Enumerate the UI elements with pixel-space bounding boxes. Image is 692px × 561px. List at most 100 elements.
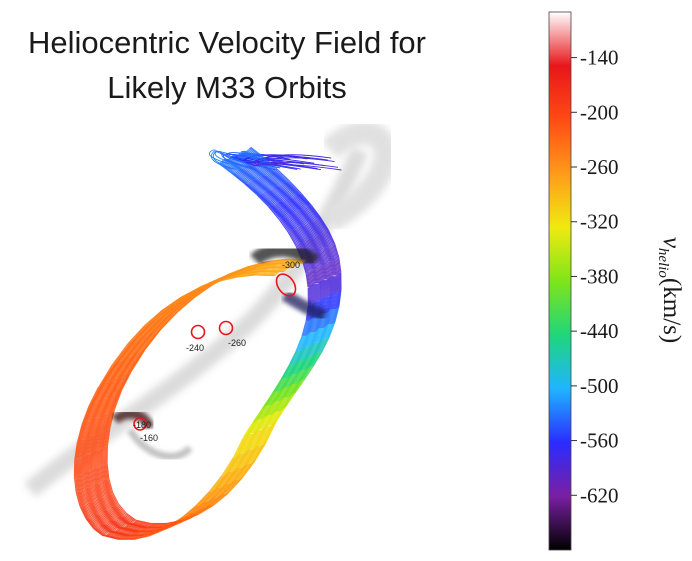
orbit-segment — [81, 439, 85, 459]
orbit-segment — [292, 196, 305, 210]
orbit-segment — [318, 266, 322, 283]
orbit-segment — [292, 213, 303, 227]
orbit-segment — [118, 503, 127, 514]
orbit-segment — [221, 457, 234, 476]
orbit-segment — [334, 260, 338, 276]
orbit-segment — [248, 268, 267, 272]
orbit-segment — [265, 260, 285, 264]
orbit-segment — [99, 482, 105, 497]
orbit-segment — [98, 413, 105, 433]
orbit-segment — [105, 411, 112, 430]
orbit-segment — [113, 375, 124, 395]
orbit-segment — [251, 408, 263, 424]
orbit-segment — [94, 528, 105, 537]
orbit-segment — [332, 308, 338, 325]
orbit-segment — [122, 526, 139, 532]
orbit-segment — [253, 179, 267, 192]
orbit-segment — [258, 414, 269, 430]
orbit-segment — [336, 291, 340, 309]
colorbar-tick-label: -260 — [580, 155, 619, 179]
orbit-segment — [108, 478, 114, 493]
orbit-segment — [336, 258, 340, 275]
orbit-segment — [277, 377, 288, 393]
orbit-segment — [102, 429, 107, 447]
orbit-segment — [247, 164, 261, 177]
orbit-segment — [103, 412, 110, 432]
colorbar-tick-label: -140 — [580, 46, 619, 70]
orbit-segment — [318, 327, 326, 343]
orbit-segment — [289, 350, 298, 366]
orbit-segment — [248, 148, 263, 161]
orbit-segment — [316, 327, 324, 343]
orbit-segment — [98, 432, 103, 451]
orbit-segment — [104, 479, 110, 495]
orbit-segment — [90, 486, 96, 501]
orbit-segment — [84, 404, 93, 423]
orbit-segment — [134, 520, 151, 525]
orbit-segment — [88, 418, 95, 437]
orbit-segment — [105, 427, 110, 447]
orbit-segment — [76, 424, 83, 444]
orbit-segment — [315, 269, 319, 284]
orbit-segment — [327, 262, 331, 279]
orbit-segment — [86, 420, 93, 439]
orbit-segment — [239, 272, 258, 276]
orbit-segment — [92, 468, 96, 484]
orbit-segment — [77, 424, 84, 443]
orbit-segment — [241, 433, 253, 455]
orbit-segment — [332, 261, 336, 276]
orbit-segment — [100, 464, 104, 481]
orbit-segment — [89, 517, 98, 528]
orbit-segment — [268, 401, 280, 416]
orbit-fringe — [251, 157, 335, 166]
orbit-segment — [244, 167, 258, 180]
orbit-segment — [237, 449, 250, 469]
orbit-segment — [265, 421, 277, 443]
orbit-segment — [241, 460, 256, 479]
orbit-segment — [314, 236, 322, 252]
orbit-segment — [100, 398, 109, 417]
orbit-segment — [292, 360, 303, 375]
orbit-segment — [325, 247, 331, 262]
colorbar-tick-label: -440 — [580, 319, 619, 343]
orbit-segment — [277, 263, 296, 266]
orbit-segment — [106, 410, 113, 429]
orbit-segment — [277, 397, 289, 412]
orbit-segment — [246, 445, 259, 465]
orbit-segment — [274, 265, 294, 269]
orbit-segment — [268, 391, 279, 406]
orbit-segment — [79, 491, 85, 507]
orbit-segment — [297, 209, 308, 224]
orbit-segment — [268, 267, 288, 270]
orbit-segment — [89, 470, 93, 487]
orbit-segment — [97, 483, 103, 499]
orbit-segment — [83, 472, 87, 488]
orbit-segment — [297, 227, 307, 242]
orbit-segment — [308, 238, 316, 253]
orbit-segment — [86, 487, 92, 503]
orbit-segment — [91, 416, 98, 437]
orbit-segment — [100, 431, 105, 449]
orbit-segment — [116, 356, 132, 381]
orbit-segment — [103, 463, 107, 480]
orbit-segment — [285, 364, 296, 379]
orbit-segment — [239, 168, 253, 181]
orbit-segment — [299, 346, 308, 361]
orbit-segment — [107, 521, 118, 530]
orbit-segment — [99, 524, 110, 533]
orbit-segment — [269, 411, 280, 426]
orbit-segment — [228, 157, 243, 170]
orbit-segment — [97, 414, 104, 433]
orbit-segment — [114, 390, 123, 410]
orbit-segment — [129, 335, 147, 358]
orbit-segment — [259, 425, 271, 447]
orbit-segment — [113, 506, 122, 518]
orbit-segment — [291, 360, 302, 375]
orbit-segment — [316, 251, 322, 266]
orbit-segment — [276, 377, 287, 393]
orbit-segment — [235, 463, 250, 481]
observation-markers: -300 -240 -260 -180 -160 — [133, 260, 300, 443]
orbit-segment — [205, 487, 221, 503]
orbit-segment — [303, 208, 314, 223]
orbit-segment — [318, 217, 328, 231]
